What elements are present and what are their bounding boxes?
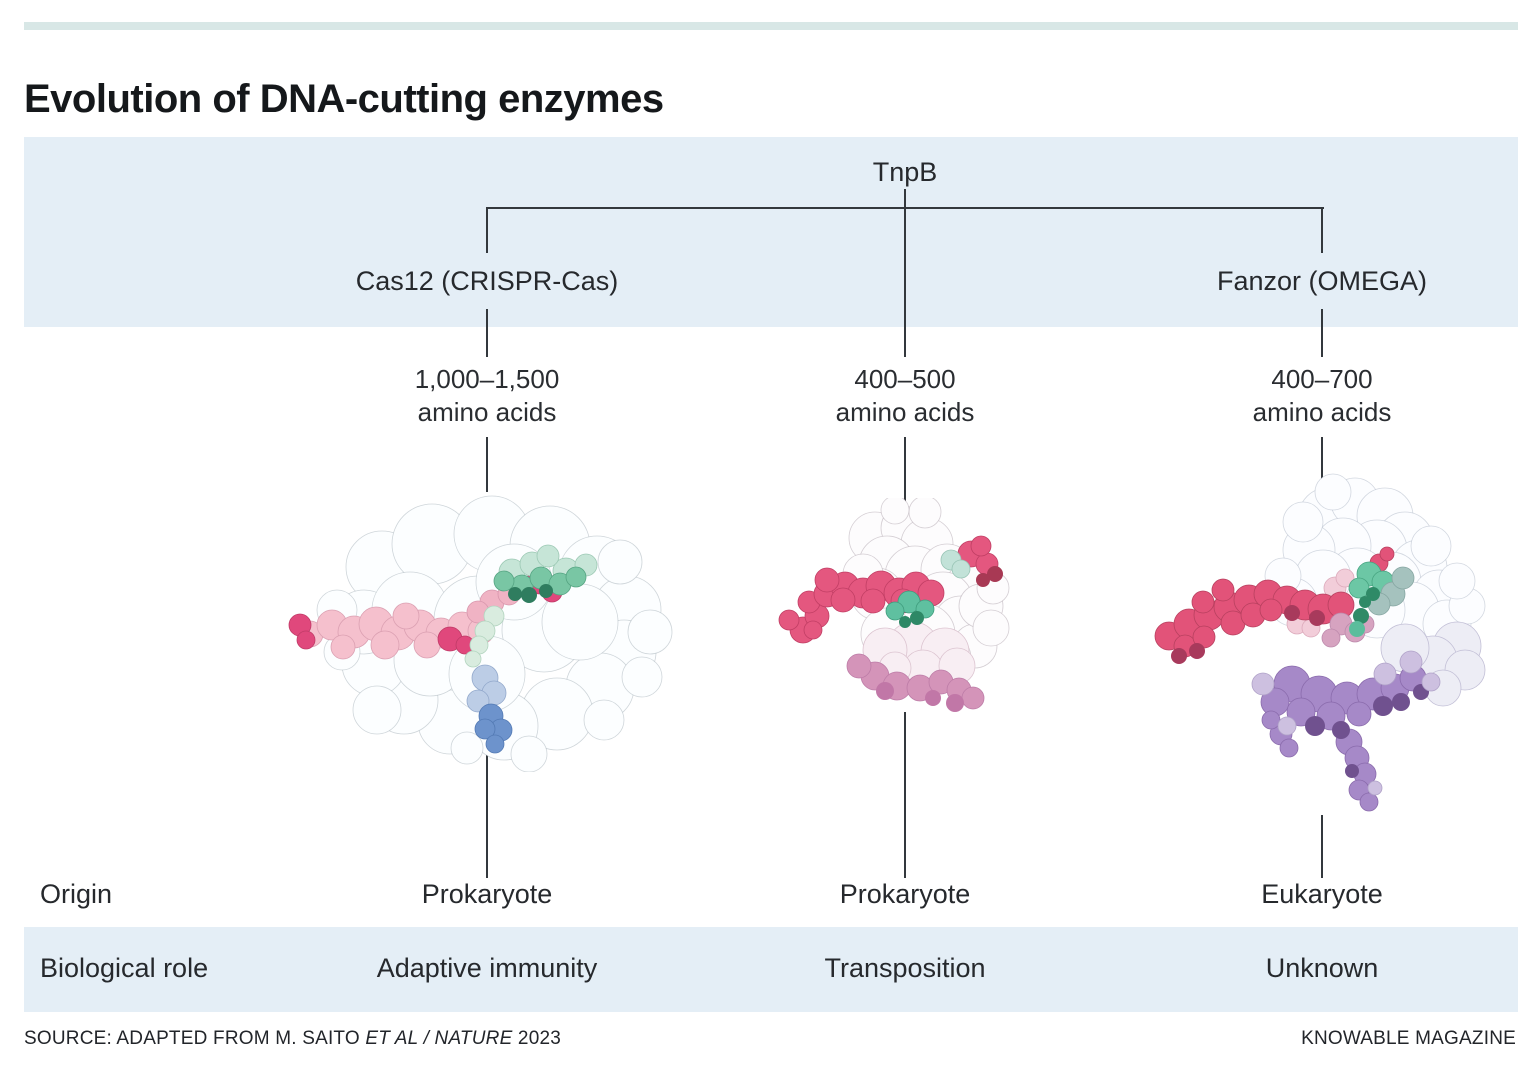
- biological-role-band: [24, 927, 1518, 1012]
- origin-value-tnpb: Prokaryote: [839, 879, 971, 909]
- size-label-fanzor: 400–700 amino acids: [1253, 363, 1392, 429]
- size-label-cas12: 1,000–1,500 amino acids: [415, 363, 560, 429]
- role-value-fanzor: Unknown: [1265, 953, 1379, 983]
- source-credit: SOURCE: ADAPTED FROM M. SAITO ET AL / NA…: [24, 1028, 561, 1050]
- size-range: 1,000–1,500: [414, 364, 560, 394]
- role-value-cas12: Adaptive immunity: [376, 953, 598, 983]
- top-accent-bar: [24, 22, 1518, 30]
- size-unit: amino acids: [417, 397, 557, 427]
- biological-role-row-label: Biological role: [40, 953, 209, 983]
- size-range: 400–500: [854, 364, 956, 394]
- left-stem-upper-line: [486, 309, 488, 357]
- middle-stem-pre-structure-line: [904, 437, 906, 508]
- tree-left-corner-line: [486, 207, 488, 253]
- source-text: SOURCE: ADAPTED FROM M. SAITO: [24, 1028, 366, 1049]
- branch-label-fanzor: Fanzor (OMEGA): [1216, 266, 1428, 296]
- tree-right-corner-line: [1321, 207, 1323, 253]
- tree-root-label: TnpB: [872, 157, 938, 187]
- right-stem-post-structure-line: [1321, 815, 1323, 878]
- origin-value-cas12: Prokaryote: [421, 879, 553, 909]
- source-year: 2023: [512, 1028, 561, 1049]
- size-label-tnpb: 400–500 amino acids: [836, 363, 975, 429]
- size-unit: amino acids: [1252, 397, 1392, 427]
- source-italic-text: ET AL / NATURE: [365, 1028, 513, 1049]
- size-unit: amino acids: [835, 397, 975, 427]
- tree-root-stem-line: [904, 189, 906, 357]
- branch-label-cas12: Cas12 (CRISPR-Cas): [355, 266, 619, 296]
- left-stem-post-structure-line: [486, 750, 488, 878]
- tree-background-band: [24, 137, 1518, 327]
- page-title: Evolution of DNA-cutting enzymes: [24, 76, 664, 121]
- left-stem-pre-structure-line: [486, 437, 488, 492]
- right-stem-upper-line: [1321, 309, 1323, 357]
- right-stem-pre-structure-line: [1321, 437, 1323, 482]
- origin-row-label: Origin: [40, 879, 113, 909]
- tnpb-protein-structure-icon: [775, 498, 1035, 712]
- origin-value-fanzor: Eukaryote: [1261, 879, 1383, 909]
- middle-stem-post-structure-line: [904, 712, 906, 878]
- publisher-credit: KNOWABLE MAGAZINE: [1301, 1028, 1516, 1049]
- role-value-tnpb: Transposition: [824, 953, 986, 983]
- cas12-protein-structure-icon: [282, 482, 692, 772]
- size-range: 400–700: [1271, 364, 1373, 394]
- fanzor-protein-structure-icon: [1147, 466, 1497, 816]
